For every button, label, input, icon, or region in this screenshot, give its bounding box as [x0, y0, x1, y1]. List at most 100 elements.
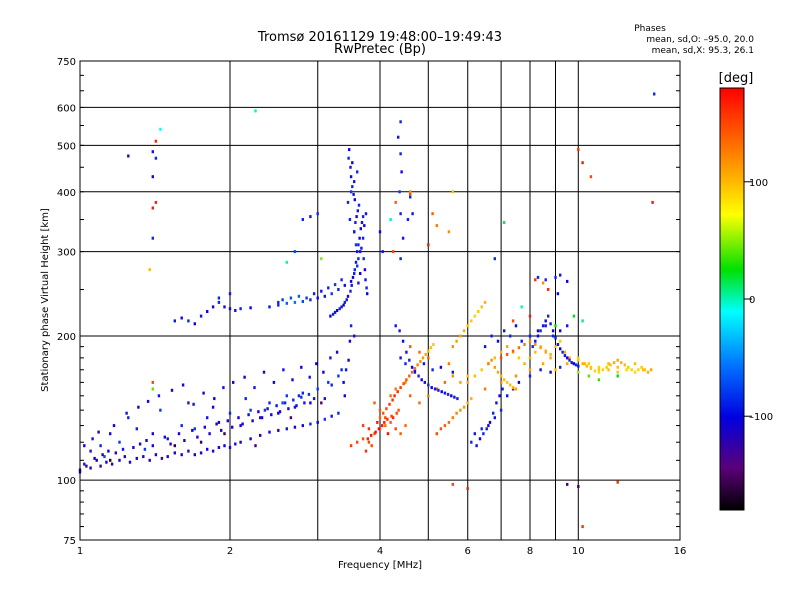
x-tick-label: 8: [527, 546, 533, 557]
echo-point: [335, 309, 339, 312]
echo-point: [354, 243, 358, 247]
echo-point: [367, 440, 371, 444]
echo-point: [349, 279, 353, 283]
echo-point: [439, 427, 443, 431]
echo-point: [427, 383, 430, 387]
y-tick-labels: 75 100 200 300 400 500 600 750: [57, 57, 76, 547]
echo-point: [399, 432, 402, 436]
echo-point: [506, 345, 509, 349]
echo-point: [327, 286, 330, 290]
echo-point: [549, 370, 552, 374]
chart-subtitle: RwPretec (Bp): [334, 42, 426, 57]
echo-point: [409, 192, 412, 196]
echo-point: [199, 451, 203, 455]
echo-point: [400, 170, 403, 174]
echo-point: [142, 455, 145, 459]
x-tick-label: 4: [377, 546, 383, 557]
echo-point: [577, 358, 580, 362]
echo-point: [451, 190, 454, 194]
echo-point: [616, 358, 619, 362]
echo-point: [585, 364, 588, 368]
echo-point: [309, 215, 312, 219]
echo-point: [315, 362, 318, 366]
echo-point: [612, 361, 616, 365]
echo-point: [330, 414, 333, 418]
echo-point: [132, 446, 135, 449]
echo-point: [437, 388, 440, 392]
echo-point: [249, 408, 252, 412]
echo-point: [366, 292, 369, 296]
echo-point: [399, 120, 402, 124]
echo-point: [335, 350, 339, 354]
echo-point: [270, 413, 273, 417]
echo-point: [333, 283, 337, 287]
echo-point: [401, 339, 405, 343]
echo-point: [266, 407, 269, 411]
echo-point: [268, 305, 271, 309]
echo-point: [404, 380, 407, 384]
echo-point: [559, 273, 562, 277]
echo-point: [544, 324, 547, 328]
echo-point: [374, 430, 377, 434]
echo-point: [384, 416, 387, 420]
echo-point: [356, 209, 359, 213]
echo-point: [357, 243, 360, 247]
echo-point: [559, 347, 562, 351]
echo-point: [456, 397, 459, 401]
echo-point: [607, 368, 610, 372]
echo-point: [223, 305, 226, 309]
echo-point: [408, 374, 411, 378]
echo-point: [346, 200, 350, 204]
echo-point: [404, 424, 407, 428]
echo-point: [163, 435, 166, 439]
echo-point: [364, 278, 367, 282]
echo-point: [320, 289, 323, 293]
echo-point: [97, 430, 100, 434]
echo-point: [541, 362, 545, 366]
echo-point: [417, 374, 420, 378]
echo-point: [499, 380, 503, 384]
echo-point: [300, 395, 303, 399]
echo-point: [146, 399, 150, 403]
echo-point: [404, 362, 407, 366]
echo-point: [630, 368, 633, 372]
echo-point: [547, 288, 550, 291]
echo-point: [544, 278, 547, 282]
echo-point: [173, 444, 176, 448]
echo-point: [300, 365, 303, 369]
echo-point: [316, 296, 319, 300]
echo-point: [554, 368, 557, 372]
echo-point: [316, 387, 319, 391]
echo-point: [249, 306, 252, 310]
echo-point: [499, 350, 503, 354]
echo-point: [353, 198, 356, 202]
x-tick-label: 1: [77, 546, 83, 557]
echo-point: [376, 420, 379, 424]
echo-point: [528, 374, 532, 378]
echo-point: [418, 350, 421, 354]
echo-point: [351, 161, 354, 165]
echo-point: [427, 356, 430, 360]
echo-point: [399, 386, 402, 390]
echo-point: [308, 375, 311, 379]
echo-point: [327, 380, 330, 384]
echo-point: [554, 336, 557, 340]
echo-point: [398, 329, 401, 333]
echo-point: [623, 363, 626, 367]
echo-point: [93, 456, 96, 460]
echo-point: [206, 447, 209, 451]
echo-point: [125, 411, 128, 415]
echo-point: [249, 437, 252, 441]
echo-point: [187, 401, 190, 405]
echo-point: [597, 378, 601, 382]
echo-point: [386, 432, 390, 436]
echo-point: [413, 367, 417, 370]
echo-point: [365, 286, 368, 290]
echo-point: [114, 451, 117, 455]
echo-point: [342, 380, 345, 384]
echo-point: [517, 346, 521, 350]
echo-point: [490, 358, 493, 362]
echo-point: [399, 212, 402, 216]
echo-point: [566, 482, 569, 486]
echo-point: [360, 221, 364, 224]
